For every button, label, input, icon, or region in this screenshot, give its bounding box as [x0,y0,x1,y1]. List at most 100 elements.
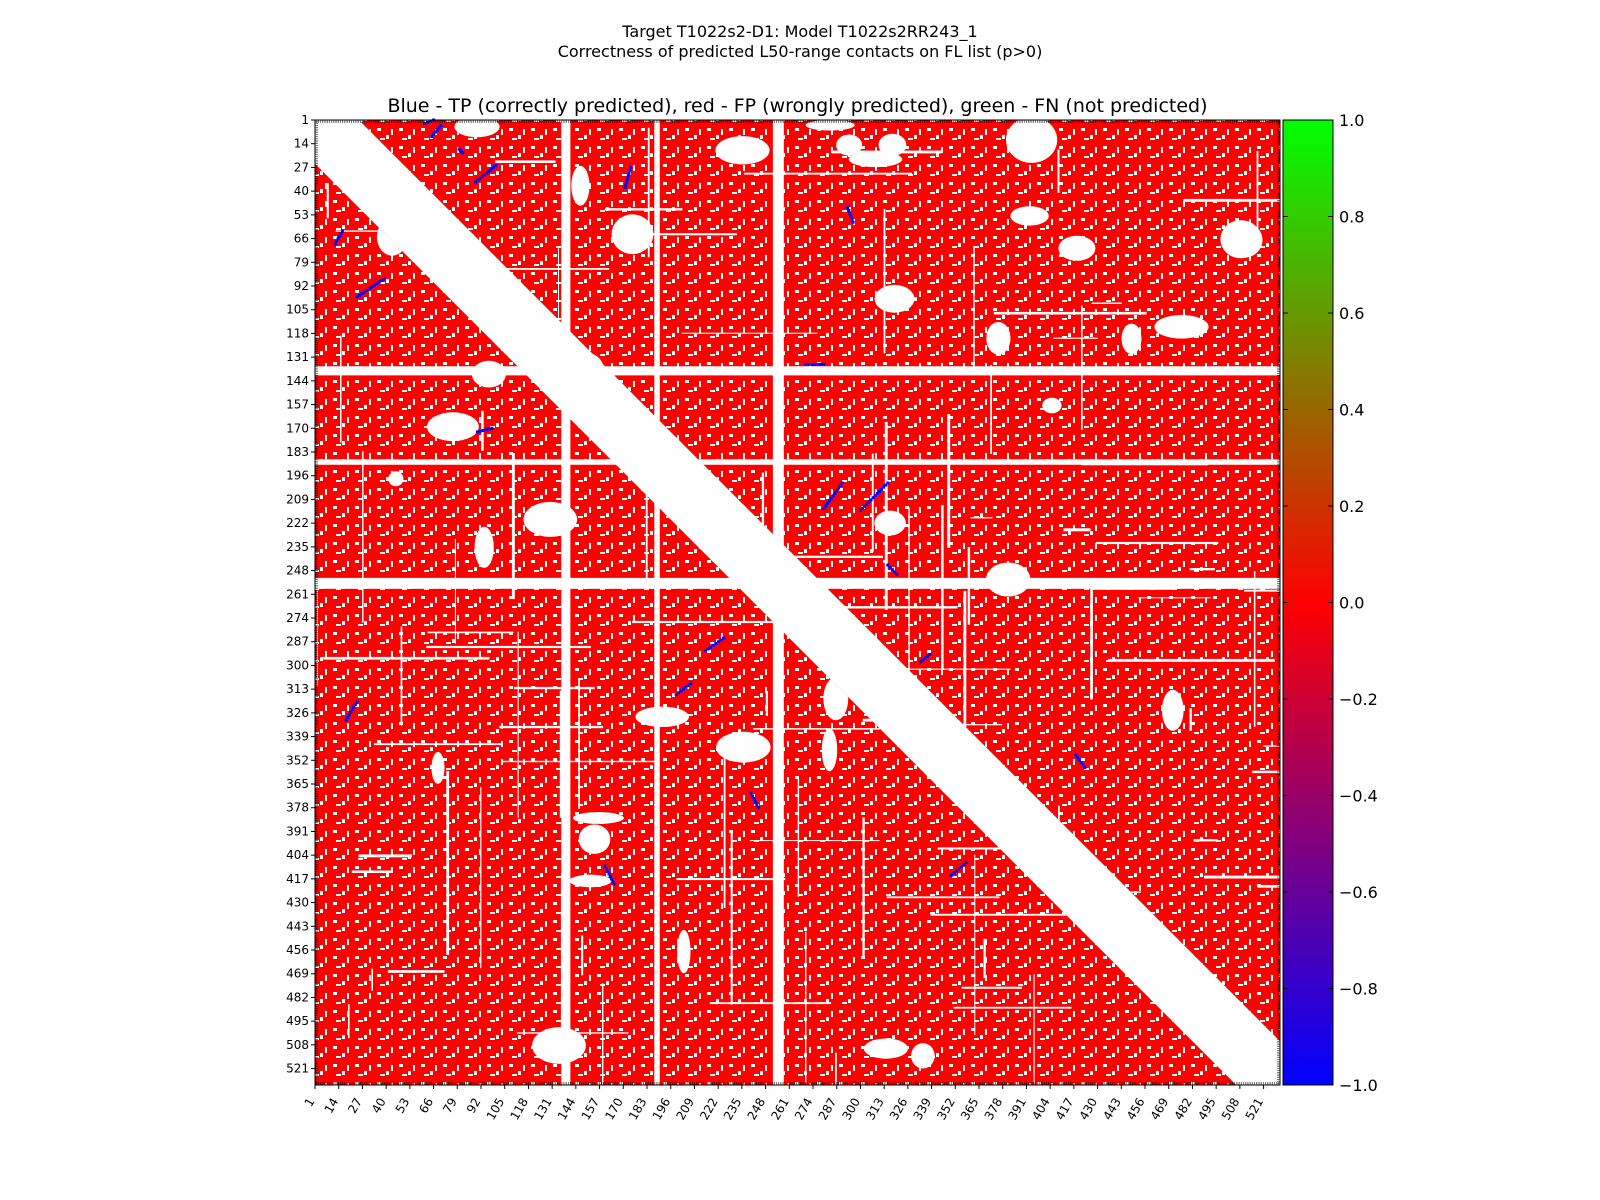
y-tick-label: 352 [286,753,309,767]
tp-contact-mark [429,119,432,123]
lower-blank-region [427,412,479,442]
tp-contact-mark [895,572,899,576]
tp-contact-mark [923,656,927,660]
tp-contact-mark [964,860,968,864]
tp-contact-mark [850,217,854,221]
upper-gap-stripe [1257,885,1280,888]
x-tick-label: 456 [1124,1096,1148,1123]
upper-gap-stripe [970,769,974,821]
x-tick-label: 521 [1243,1096,1267,1123]
x-tick-label: 495 [1195,1096,1219,1123]
tp-contact-mark [433,130,437,134]
lower-gap-stripe [619,383,622,457]
y-tick-label: 248 [286,564,309,578]
tp-contact-mark [437,126,441,130]
upper-blank-region [878,133,907,156]
tp-contact-mark [686,684,690,687]
y-tick-label: 508 [286,1038,309,1052]
tp-contact-mark [494,164,498,168]
upper-blank-region [1042,397,1062,414]
tp-contact-mark [886,563,890,567]
y-tick-label: 274 [286,611,309,625]
upper-gap-stripe [1090,582,1093,700]
lower-gap-stripe [316,577,318,687]
tp-contact-mark [703,649,707,653]
lower-blank-region [388,471,404,487]
y-tick-label: 209 [286,492,309,506]
y-tick-label: 105 [286,303,309,317]
colorbar-tick-label: 0.2 [1339,497,1364,516]
upper-blank-region [611,214,654,255]
tp-contact-mark [848,211,852,215]
tp-contact-mark [478,429,482,433]
tp-contact-mark [962,863,966,867]
y-tick-label: 1 [301,113,309,127]
tp-contact-mark [339,232,343,236]
colorbar: 1.0 0.8 0.6 0.4 0.2 0.0 −0.2 −0.4 −0.6 −0.8 −1.0 [1282,111,1378,1095]
upper-gap-stripe [947,414,951,548]
lower-gap-stripe [326,183,329,219]
upper-blank-region [1162,689,1184,731]
tp-contact-mark [957,867,961,871]
tp-contact-mark [610,877,614,881]
x-tick-label: 144 [555,1096,579,1123]
lower-blank-region [578,824,611,854]
upper-gap-stripe [973,245,975,369]
tp-contact-mark [838,484,842,488]
x-tick-label: 274 [792,1096,816,1123]
upper-gap-stripe [908,507,910,688]
upper-blank-region [836,134,863,156]
lower-gap-stripe [374,743,502,746]
tp-contact-mark [804,362,808,366]
lower-blank-region [431,751,445,784]
x-tick-label: 482 [1171,1096,1195,1123]
tp-contact-mark [749,791,753,795]
x-tick-label: 261 [768,1096,792,1123]
tp-contact-mark [865,502,869,506]
lower-blank-region [716,731,771,763]
upper-blank-region [805,120,855,131]
tp-contact-mark [482,173,486,177]
gap-band-horizontal [315,459,1280,465]
upper-gap-stripe [1063,528,1091,532]
x-tick-label: 404 [1029,1096,1053,1123]
tp-contact-mark [1074,753,1078,757]
y-tick-label: 196 [286,469,309,483]
colorbar-tick-label: −0.8 [1339,980,1378,999]
lower-gap-stripe [559,690,562,818]
gap-band-vertical [561,120,571,1085]
tp-contact-mark [491,165,495,169]
tp-contact-mark [608,875,612,878]
lower-gap-stripe [709,1002,832,1005]
tp-contact-mark [346,716,350,720]
lower-blank-region [569,874,612,888]
x-tick-label: 27 [345,1096,365,1116]
upper-gap-stripe [1091,302,1122,304]
x-tick-label: 430 [1077,1096,1101,1123]
tp-contact-mark [877,489,881,493]
upper-gap-stripe [1263,745,1280,747]
tp-contact-mark [352,705,356,709]
y-tick-label: 118 [286,326,309,340]
tp-contact-mark [682,687,685,691]
lower-gap-stripe [753,728,880,730]
y-tick-label: 170 [286,421,309,435]
upper-gap-stripe [871,453,874,552]
tp-contact-mark [833,491,837,495]
tp-contact-mark [880,487,883,491]
lower-blank-region [821,728,838,772]
x-tick-label: 14 [322,1096,342,1116]
tp-contact-mark [871,496,875,500]
lower-gap-stripe [454,539,456,644]
lower-gap-stripe [765,691,768,716]
upper-gap-stripe [1183,198,1280,202]
lower-gap-stripe [676,878,786,881]
upper-gap-stripe [430,268,610,270]
tp-contact-mark [824,504,828,508]
upper-blank-region [1058,235,1096,261]
tp-contact-mark [810,362,814,366]
tp-contact-mark [950,873,954,877]
x-tick-label: 352 [934,1096,958,1123]
tp-contact-mark [349,710,353,714]
upper-gap-stripe [1193,839,1218,842]
